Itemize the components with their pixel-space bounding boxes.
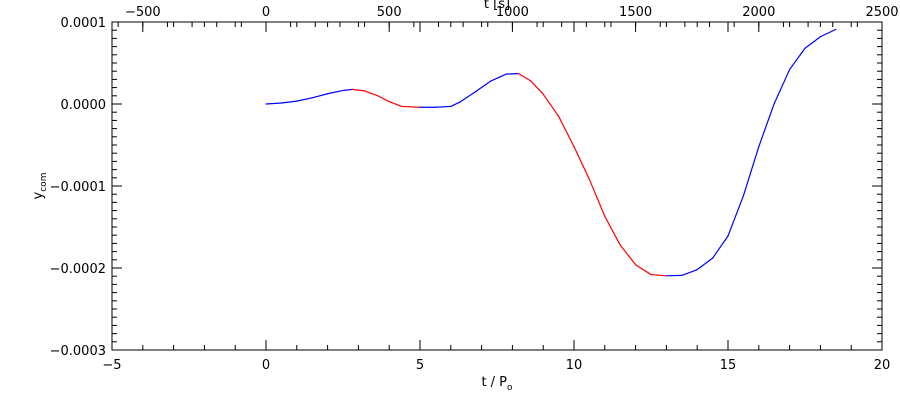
line-segment [696, 257, 714, 271]
line-segment [542, 93, 560, 117]
x2-tick-label: 0 [262, 5, 270, 20]
line-segment [773, 68, 791, 105]
line-segment [474, 80, 492, 93]
x2-axis-label: t [s] [484, 0, 510, 12]
line-segment [711, 235, 729, 259]
line-segment [727, 195, 745, 237]
line-segment [351, 88, 366, 92]
line-segment [619, 244, 637, 266]
line-segment [388, 100, 403, 108]
line-segment [517, 73, 532, 82]
line-segment [311, 93, 329, 99]
line-segment [434, 105, 452, 108]
x2-tick-label: 1000 [496, 5, 529, 20]
y-tick-label: 0.0001 [61, 16, 107, 31]
line-segment [650, 273, 668, 277]
line-segment [681, 269, 698, 276]
line-segment [742, 146, 760, 197]
plot-frame [111, 21, 883, 351]
line-segment [265, 102, 282, 105]
x2-tick-label: 500 [377, 5, 402, 20]
x-tick-label: −5 [102, 358, 121, 373]
tick-marks [111, 21, 883, 351]
x-axis-label: t / Po [481, 375, 513, 393]
y-tick-label: −0.0003 [50, 344, 106, 359]
line-segment [280, 100, 298, 104]
y-axis-label: ycom [31, 173, 49, 200]
line-segment [400, 105, 421, 108]
data-line [265, 28, 837, 277]
line-segment [573, 146, 591, 181]
line-segment [557, 115, 575, 148]
line-segment [588, 178, 606, 217]
y-tick-label: −0.0002 [50, 262, 106, 277]
y-tick-label: 0.0000 [61, 98, 107, 113]
x-tick-label: 0 [262, 358, 270, 373]
line-segment [530, 80, 544, 95]
x-tick-label: 5 [416, 358, 424, 373]
line-segment [296, 97, 313, 102]
line-segment [758, 102, 775, 148]
line-segment [450, 101, 461, 108]
line-segment [490, 73, 507, 82]
line-segment [819, 28, 837, 38]
line-segment [327, 89, 344, 95]
line-segment [376, 94, 390, 103]
line-segment [788, 47, 806, 71]
line-segment [804, 36, 822, 49]
x2-tick-label: 2000 [742, 5, 775, 20]
y-tick-label: −0.0001 [50, 180, 106, 195]
line-segment [634, 264, 652, 276]
line-segment [604, 215, 621, 246]
line-segment [459, 91, 477, 103]
x2-tick-label: 2500 [865, 5, 898, 20]
x-tick-label: 10 [566, 358, 583, 373]
x-tick-label: 15 [720, 358, 737, 373]
x2-tick-label: 1500 [619, 5, 652, 20]
tick-labels: −5 0 5 10 15 20 −500 0 500 1000 1500 2000 2500 0.0001… [50, 5, 899, 373]
line-segment [342, 88, 353, 92]
x-tick-label: 20 [874, 358, 891, 373]
x2-tick-label: −500 [125, 5, 161, 20]
line-segment [363, 90, 378, 96]
